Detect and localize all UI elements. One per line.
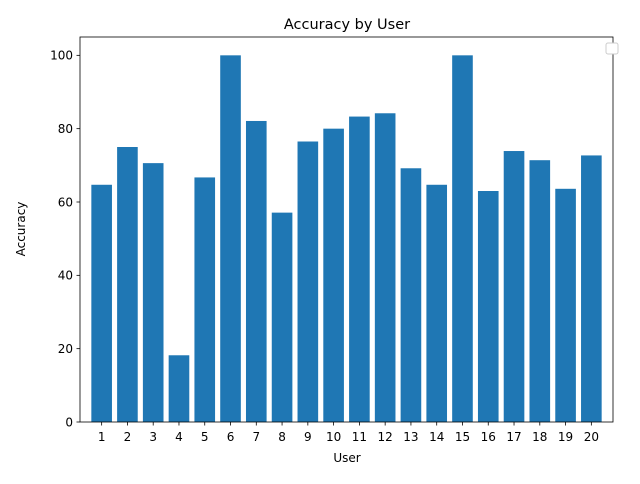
x-axis: 1 2 3 4 5 6 7 8 9 10 11 12 13 14 15 16 17 18 19 20 bbox=[98, 422, 599, 444]
bar-user-11 bbox=[349, 116, 370, 422]
x-tick-label: 5 bbox=[201, 430, 209, 444]
bar-user-18 bbox=[529, 160, 551, 422]
x-tick-label: 11 bbox=[352, 430, 367, 444]
x-tick-label: 20 bbox=[584, 430, 599, 444]
bar-user-6 bbox=[220, 55, 241, 422]
x-tick-label: 13 bbox=[403, 430, 418, 444]
bar-user-7 bbox=[245, 120, 267, 422]
y-axis: 0 20 40 60 80 100 bbox=[50, 49, 80, 429]
bar-user-8 bbox=[271, 212, 293, 422]
bar-user-9 bbox=[297, 141, 319, 422]
bar-user-4 bbox=[168, 355, 190, 422]
bar-user-12 bbox=[374, 113, 396, 423]
y-tick-label: 80 bbox=[58, 122, 73, 136]
bar-user-13 bbox=[400, 168, 422, 422]
x-tick-label: 7 bbox=[252, 430, 260, 444]
x-tick-label: 2 bbox=[124, 430, 132, 444]
bar-user-10 bbox=[323, 128, 344, 423]
x-tick-label: 8 bbox=[278, 430, 286, 444]
x-tick-label: 9 bbox=[304, 430, 312, 444]
x-tick-label: 12 bbox=[378, 430, 393, 444]
x-tick-label: 14 bbox=[429, 430, 444, 444]
bar-user-2 bbox=[117, 147, 138, 422]
y-axis-label: Accuracy bbox=[14, 202, 28, 257]
bar-user-15 bbox=[452, 55, 473, 422]
chart-title: Accuracy by User bbox=[284, 17, 410, 33]
bar-user-3 bbox=[142, 163, 164, 422]
x-tick-label: 15 bbox=[455, 430, 470, 444]
x-tick-label: 1 bbox=[98, 430, 106, 444]
x-tick-label: 16 bbox=[481, 430, 496, 444]
bar-user-14 bbox=[426, 184, 448, 422]
axes-frame bbox=[79, 36, 614, 423]
bar-user-20 bbox=[581, 155, 602, 422]
legend-box bbox=[605, 42, 619, 55]
bar-user-1 bbox=[91, 184, 112, 422]
bar-user-16 bbox=[477, 191, 499, 422]
x-tick-label: 18 bbox=[532, 430, 547, 444]
bars-group bbox=[91, 55, 602, 423]
y-tick-label: 0 bbox=[65, 415, 73, 429]
x-tick-label: 10 bbox=[326, 430, 341, 444]
x-tick-label: 17 bbox=[506, 430, 521, 444]
x-tick-label: 4 bbox=[175, 430, 183, 444]
bar-user-19 bbox=[555, 188, 576, 422]
y-tick-label: 60 bbox=[58, 195, 73, 209]
y-tick-label: 100 bbox=[50, 49, 73, 63]
bar-user-5 bbox=[194, 177, 216, 422]
x-tick-label: 6 bbox=[227, 430, 235, 444]
x-tick-label: 3 bbox=[149, 430, 157, 444]
axes-spines bbox=[79, 36, 614, 423]
x-axis-label: User bbox=[333, 451, 360, 465]
y-tick-label: 20 bbox=[58, 342, 73, 356]
bar-user-17 bbox=[503, 151, 525, 422]
x-tick-label: 19 bbox=[558, 430, 573, 444]
y-tick-label: 40 bbox=[58, 269, 73, 283]
